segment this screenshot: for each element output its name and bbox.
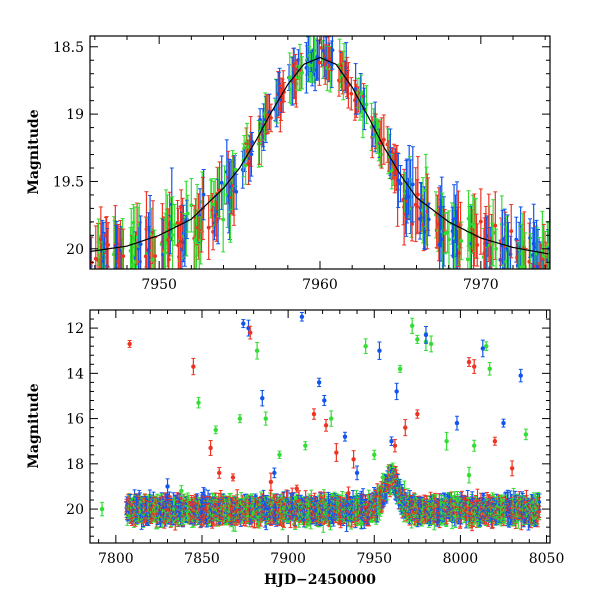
data-point (269, 115, 273, 120)
data-point (415, 204, 420, 209)
data-point (250, 140, 255, 144)
data-point (243, 163, 248, 168)
data-point (105, 264, 110, 269)
data-point (364, 102, 369, 107)
data-point (152, 258, 157, 263)
y-tick-label: 19 (66, 107, 84, 123)
data-point (396, 178, 401, 183)
data-point (493, 223, 498, 228)
data-point (106, 242, 110, 247)
data-point (410, 222, 414, 226)
data-point (465, 257, 470, 262)
data-point (240, 167, 245, 172)
data-point (508, 252, 513, 257)
data-point (361, 94, 366, 99)
data-point (346, 83, 351, 88)
data-point (490, 242, 495, 247)
data-point (398, 181, 403, 186)
data-point (541, 277, 545, 281)
data-point (379, 152, 383, 157)
bottom-plot-area (99, 312, 542, 533)
data-point (459, 238, 464, 243)
data-point (523, 265, 527, 269)
data-point (537, 279, 541, 283)
data-point (101, 272, 105, 276)
data-point (447, 237, 451, 242)
x-tick-label: 7950 (141, 277, 177, 293)
data-point (458, 223, 463, 227)
y-tick-label: 19.5 (53, 174, 84, 190)
data-point (102, 255, 107, 260)
data-point (234, 189, 239, 194)
data-point (491, 230, 496, 235)
y-tick-label: 18.5 (53, 40, 84, 56)
x-tick-label: 7960 (302, 277, 338, 293)
data-point (330, 48, 335, 53)
data-point (533, 281, 537, 285)
data-point (408, 194, 413, 199)
data-point (219, 180, 224, 185)
data-point (531, 241, 536, 246)
data-point (233, 167, 238, 172)
data-point (381, 137, 386, 142)
data-point (163, 250, 168, 255)
data-point (349, 91, 354, 96)
data-point (317, 60, 322, 65)
data-point (294, 81, 299, 86)
data-point (185, 211, 190, 216)
data-point (426, 217, 431, 222)
data-point (121, 254, 126, 259)
data-point (344, 65, 349, 70)
data-point (166, 257, 171, 262)
data-point (524, 275, 528, 279)
data-point (485, 272, 489, 276)
data-point (499, 222, 504, 227)
top-axes: 7950 7960 7970 18.5 19 19.5 20 (53, 36, 550, 293)
data-point (506, 249, 511, 254)
data-point (530, 285, 534, 289)
data-point (201, 192, 206, 197)
data-point (153, 254, 158, 258)
top-panel: 7950 7960 7970 18.5 19 19.5 20 Magnitude (26, 35, 551, 293)
data-point (538, 270, 542, 274)
top-plot-area (90, 36, 550, 289)
data-point (494, 246, 498, 251)
data-point (120, 275, 124, 279)
data-point (528, 236, 532, 240)
data-point (300, 70, 304, 75)
model-curve (90, 56, 549, 255)
data-point (478, 219, 483, 224)
data-point (170, 233, 175, 237)
data-point (395, 187, 400, 192)
data-point (415, 192, 420, 197)
data-point (221, 217, 226, 222)
top-y-axis-label: Magnitude (26, 109, 42, 194)
y-tick-label: 20 (66, 242, 84, 258)
data-point (543, 255, 548, 259)
data-point (138, 242, 143, 247)
data-point (130, 273, 134, 277)
data-point (249, 152, 254, 157)
data-point (115, 241, 120, 246)
data-point (507, 272, 511, 276)
data-point (172, 222, 177, 227)
data-point (90, 264, 93, 268)
data-point (475, 243, 480, 247)
data-point (311, 48, 316, 53)
data-point (509, 229, 514, 234)
data-point (297, 76, 302, 80)
x-tick-label: 7970 (463, 277, 499, 293)
data-point (206, 225, 211, 230)
data-point (189, 203, 194, 208)
data-point (410, 182, 415, 187)
data-point (98, 271, 102, 275)
data-point (138, 259, 142, 264)
